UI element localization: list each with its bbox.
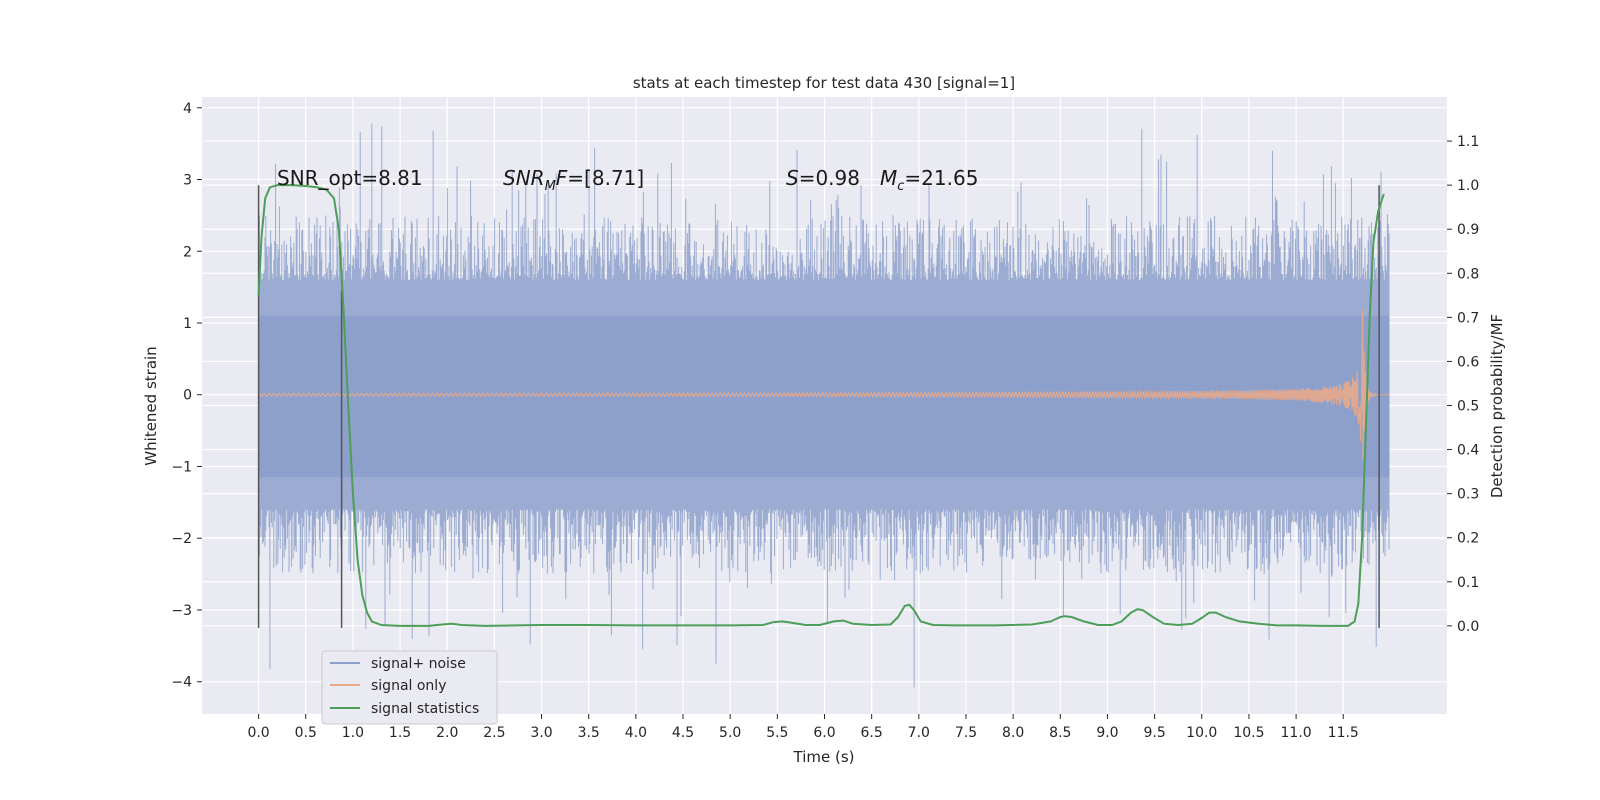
x-tick-label-12: 6.0 bbox=[813, 725, 835, 741]
y-right-tick-label-11: 1.1 bbox=[1457, 134, 1479, 150]
y-right-tick-label-9: 0.9 bbox=[1457, 222, 1479, 238]
y-tick-label-0: −4 bbox=[171, 675, 192, 691]
y-tick-label-2: −2 bbox=[171, 531, 192, 547]
x-tick-label-15: 7.5 bbox=[955, 725, 977, 741]
y-right-tick-label-0: 0.0 bbox=[1457, 619, 1479, 635]
y-tick-label-5: 1 bbox=[183, 316, 192, 332]
legend-label-stats: signal statistics bbox=[371, 701, 479, 717]
y-right-tick-label-7: 0.7 bbox=[1457, 310, 1479, 326]
y-tick-label-6: 2 bbox=[183, 244, 192, 260]
stats-line bbox=[257, 184, 1385, 627]
y-right-tick-label-6: 0.6 bbox=[1457, 354, 1479, 370]
x-tick-label-21: 10.5 bbox=[1233, 725, 1264, 741]
y-axis-label: Whitened strain bbox=[142, 346, 160, 465]
series-signal-only bbox=[258, 309, 1390, 460]
marker-lines bbox=[257, 185, 1380, 628]
y-right-tick-label-3: 0.3 bbox=[1457, 487, 1479, 503]
x-tick-label-9: 4.5 bbox=[672, 725, 694, 741]
x-tick-label-10: 5.0 bbox=[719, 725, 741, 741]
x-tick-label-19: 9.5 bbox=[1143, 725, 1165, 741]
x-axis-ticks: 0.0 0.5 1.0 1.5 2.0 2.5 3.0 3.5 4.0 4.5 5.0 5.5 6.0 6… bbox=[247, 714, 1359, 741]
x-tick-label-3: 1.5 bbox=[389, 725, 411, 741]
annotation-mc: Mc=21.65 bbox=[880, 166, 978, 194]
x-tick-label-2: 1.0 bbox=[342, 725, 364, 741]
y-tick-label-8: 4 bbox=[183, 101, 192, 117]
x-tick-label-16: 8.0 bbox=[1002, 725, 1024, 741]
y-axis-right-ticks: 0.0 0.1 0.2 0.3 0.4 0.5 0.6 0.7 0.8 0.9 1.0 1.1 bbox=[1447, 134, 1479, 635]
x-tick-label-17: 8.5 bbox=[1049, 725, 1071, 741]
legend: signal+ noise signal only signal statist… bbox=[321, 650, 498, 725]
y-tick-label-3: −1 bbox=[171, 459, 192, 475]
y-axis-right-label: Detection probability/MF bbox=[1488, 314, 1506, 498]
y-right-tick-label-5: 0.5 bbox=[1457, 399, 1479, 415]
y-right-tick-label-10: 1.0 bbox=[1457, 178, 1479, 194]
x-tick-label-7: 3.5 bbox=[578, 725, 600, 741]
legend-box bbox=[321, 650, 498, 725]
x-tick-label-22: 11.0 bbox=[1281, 725, 1312, 741]
signal-trace bbox=[258, 309, 1390, 460]
annotation-snr-mf: SNRMF=[8.71] bbox=[503, 166, 644, 194]
y-tick-label-7: 3 bbox=[183, 173, 192, 189]
legend-label-signal: signal only bbox=[371, 678, 446, 694]
x-axis-label: Time (s) bbox=[793, 748, 855, 766]
y-right-tick-label-2: 0.2 bbox=[1457, 531, 1479, 547]
x-tick-label-14: 7.0 bbox=[908, 725, 930, 741]
x-tick-label-18: 9.0 bbox=[1096, 725, 1118, 741]
y-axis-ticks: −4 −3 −2 −1 0 1 2 3 4 bbox=[171, 101, 202, 691]
x-tick-label-5: 2.5 bbox=[483, 725, 505, 741]
x-tick-label-20: 10.0 bbox=[1186, 725, 1217, 741]
y-right-tick-label-1: 0.1 bbox=[1457, 575, 1479, 591]
y-tick-label-1: −3 bbox=[171, 603, 192, 619]
chart-title: stats at each timestep for test data 430… bbox=[633, 74, 1015, 92]
x-tick-label-6: 3.0 bbox=[530, 725, 552, 741]
y-tick-label-4: 0 bbox=[183, 388, 192, 404]
y-right-tick-label-4: 0.4 bbox=[1457, 443, 1479, 459]
x-tick-label-4: 2.0 bbox=[436, 725, 458, 741]
annotation-snr-opt: SNR_opt=8.81 bbox=[277, 166, 423, 190]
x-tick-label-11: 5.5 bbox=[766, 725, 788, 741]
x-tick-label-8: 4.0 bbox=[625, 725, 647, 741]
annotation-s: S=0.98 bbox=[786, 166, 860, 190]
series-signal-statistics bbox=[257, 184, 1385, 627]
x-tick-label-1: 0.5 bbox=[295, 725, 317, 741]
x-tick-label-0: 0.0 bbox=[247, 725, 269, 741]
y-right-tick-label-8: 0.8 bbox=[1457, 266, 1479, 282]
x-tick-label-23: 11.5 bbox=[1328, 725, 1359, 741]
legend-label-noise: signal+ noise bbox=[371, 656, 466, 672]
x-tick-label-13: 6.5 bbox=[861, 725, 883, 741]
